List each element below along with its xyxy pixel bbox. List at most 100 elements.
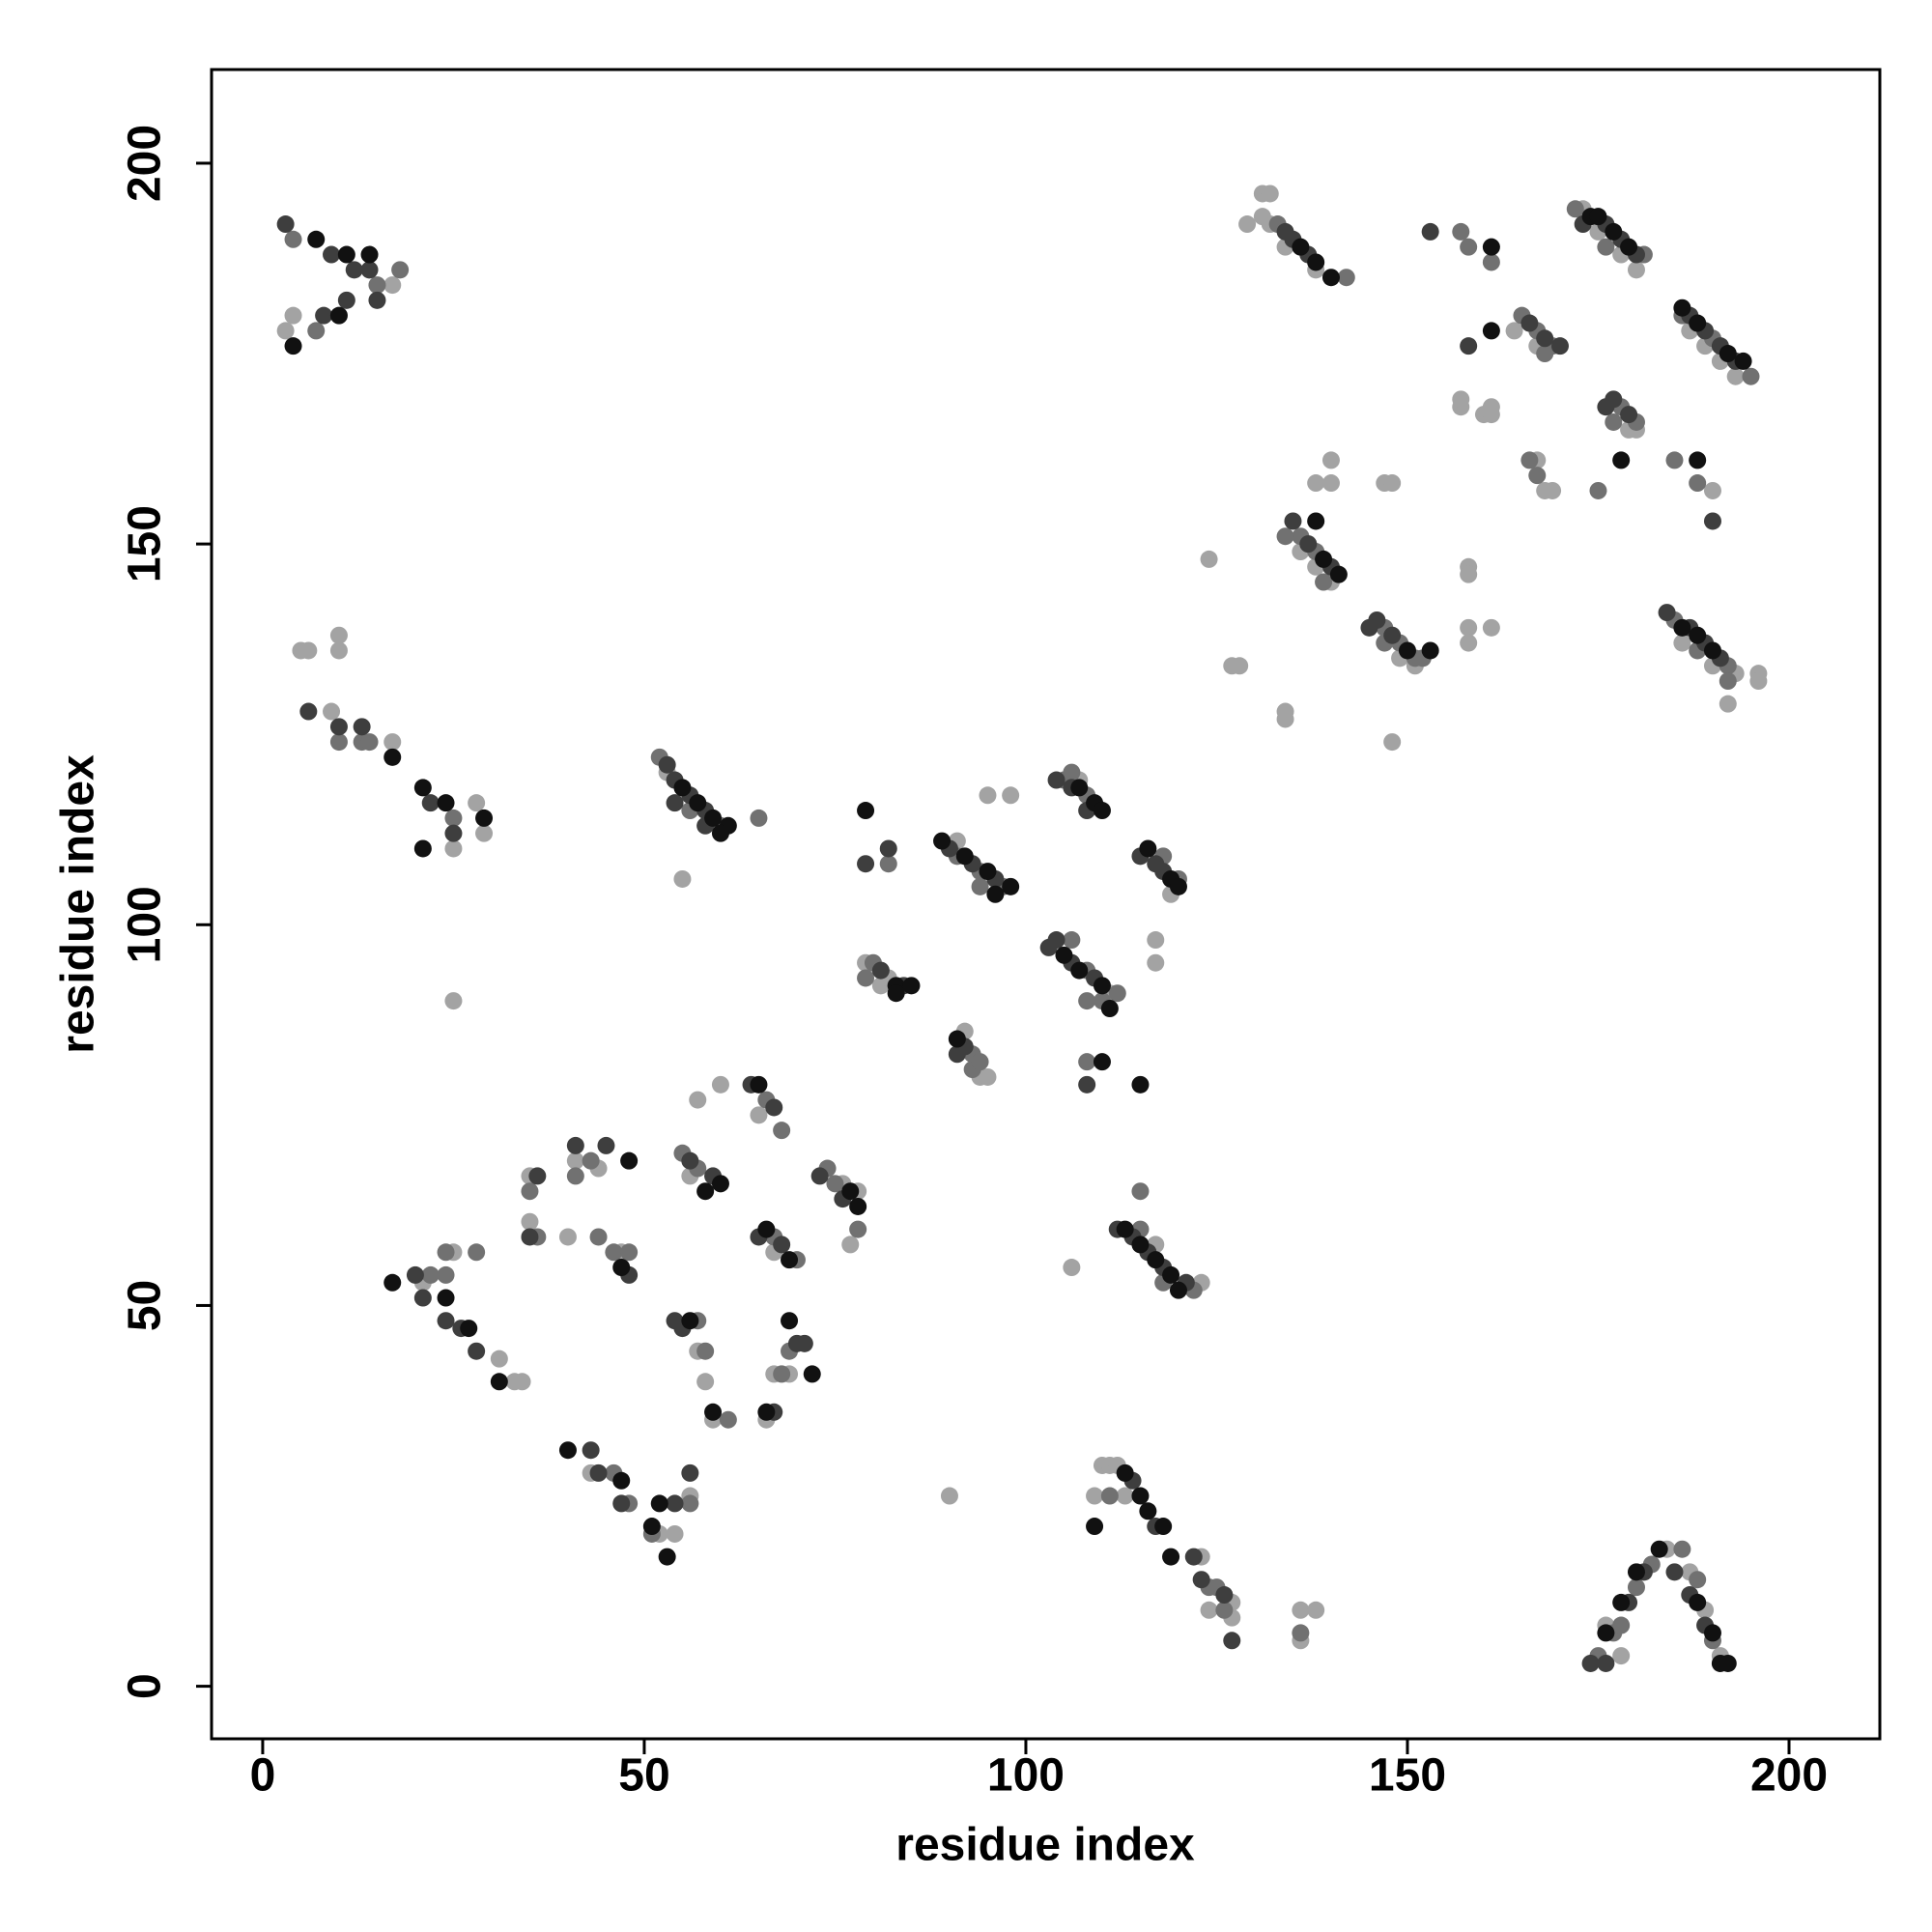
point	[1719, 672, 1737, 691]
point	[284, 337, 302, 355]
point	[1063, 931, 1081, 950]
point	[1612, 1593, 1631, 1611]
point	[1169, 1281, 1187, 1299]
point	[1460, 634, 1478, 652]
y-tick-label: 150	[120, 505, 171, 582]
point	[1460, 238, 1478, 256]
point	[1520, 314, 1539, 332]
point	[955, 847, 974, 866]
point	[528, 1167, 547, 1185]
point	[345, 261, 363, 279]
point	[437, 1265, 455, 1284]
point	[337, 291, 355, 309]
point	[1742, 367, 1760, 385]
plot-frame	[210, 68, 1882, 1741]
point	[589, 1228, 608, 1246]
point	[1086, 1487, 1104, 1505]
point	[1749, 672, 1768, 691]
point	[940, 1487, 958, 1505]
point	[1550, 337, 1569, 355]
point	[1086, 1518, 1104, 1536]
point	[781, 1312, 799, 1330]
point	[1589, 208, 1607, 226]
point	[1581, 1654, 1600, 1672]
point	[689, 1091, 707, 1109]
point	[597, 1136, 615, 1154]
point	[329, 641, 348, 660]
point	[1192, 1571, 1210, 1589]
point	[841, 1236, 860, 1254]
point	[1605, 390, 1623, 409]
point	[329, 718, 348, 736]
point	[681, 1463, 699, 1482]
point	[704, 1403, 723, 1421]
point	[1131, 1236, 1150, 1254]
point	[750, 1075, 768, 1094]
point	[658, 1548, 676, 1566]
point	[307, 322, 326, 340]
point	[620, 1243, 639, 1262]
y-tick-label: 0	[120, 1673, 171, 1699]
point	[1292, 1601, 1310, 1619]
point	[1292, 1624, 1310, 1642]
point	[857, 969, 875, 987]
point	[276, 322, 295, 340]
point	[1307, 474, 1325, 493]
point	[887, 984, 905, 1003]
point	[1307, 512, 1325, 530]
point	[1689, 626, 1707, 644]
point	[681, 1151, 699, 1170]
point	[666, 1524, 684, 1543]
point	[666, 794, 684, 812]
point	[1597, 1624, 1615, 1642]
point	[902, 977, 921, 995]
point	[513, 1373, 531, 1391]
point	[696, 1373, 715, 1391]
point	[696, 1182, 715, 1201]
point	[490, 1373, 508, 1391]
point	[558, 1441, 577, 1460]
point	[871, 961, 890, 980]
point	[1321, 474, 1340, 493]
point	[711, 1175, 729, 1193]
point	[391, 261, 410, 279]
point	[1078, 992, 1096, 1010]
point	[849, 1220, 867, 1238]
point	[1215, 1601, 1234, 1619]
x-axis-title: residue index	[895, 1820, 1195, 1871]
point	[368, 276, 386, 295]
point	[1650, 1540, 1668, 1558]
x-tick-label: 100	[987, 1750, 1065, 1802]
point	[933, 832, 952, 850]
point	[1116, 1463, 1134, 1482]
point	[566, 1167, 584, 1185]
point	[589, 1463, 608, 1482]
point	[329, 626, 348, 644]
point	[1139, 839, 1157, 858]
point	[879, 839, 897, 858]
point	[1398, 641, 1416, 660]
point	[1383, 474, 1402, 493]
point	[1299, 535, 1318, 554]
point	[1612, 451, 1631, 469]
point	[1719, 1654, 1737, 1672]
point	[857, 855, 875, 873]
point	[1689, 1593, 1707, 1611]
point	[1063, 1259, 1081, 1277]
point	[384, 748, 402, 766]
point	[1460, 337, 1478, 355]
point	[521, 1228, 539, 1246]
point	[650, 1494, 668, 1513]
point	[605, 1243, 623, 1262]
point	[1605, 412, 1623, 431]
point	[421, 1265, 440, 1284]
point	[765, 1098, 783, 1117]
point	[1665, 451, 1684, 469]
point	[1307, 1601, 1325, 1619]
point	[1329, 565, 1348, 583]
point	[658, 755, 676, 774]
point	[421, 794, 440, 812]
point	[1108, 984, 1126, 1003]
point	[1383, 626, 1402, 644]
